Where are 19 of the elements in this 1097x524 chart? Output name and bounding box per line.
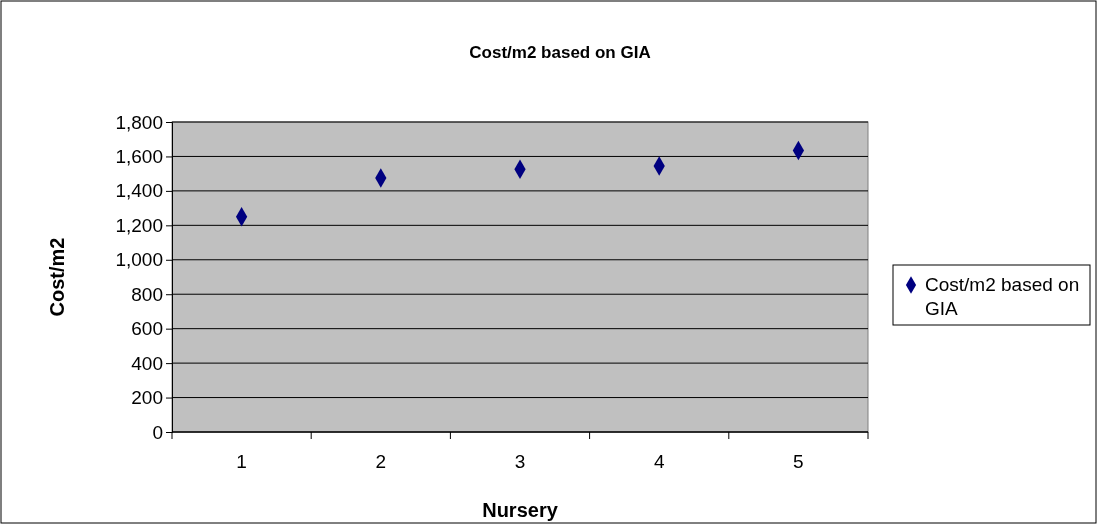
x-tick-label: 1 — [236, 451, 247, 472]
y-tick-label: 1,400 — [115, 180, 163, 202]
y-tick-label: 200 — [131, 387, 163, 409]
x-tick-label: 4 — [653, 451, 665, 472]
y-tick-label: 1,600 — [115, 146, 163, 168]
x-tick-label: 2 — [375, 451, 387, 472]
y-tick-label: 600 — [131, 318, 163, 340]
chart-title: Cost/m2 based on GIA — [469, 43, 651, 62]
y-axis-title: Cost/m2 — [46, 237, 68, 317]
x-tick-label: 3 — [514, 451, 526, 472]
legend-label: Cost/m2 based on GIA — [925, 274, 1080, 319]
y-tick-label: 1,000 — [115, 249, 163, 271]
y-tick-label: 0 — [152, 421, 163, 443]
y-tick-label: 1,800 — [115, 111, 163, 133]
y-tick-label: 400 — [131, 352, 163, 374]
x-axis-title: Nursery — [482, 499, 559, 521]
x-tick-label: 5 — [793, 451, 804, 472]
y-tick-label: 1,200 — [115, 214, 163, 236]
y-tick-label: 800 — [131, 283, 163, 305]
